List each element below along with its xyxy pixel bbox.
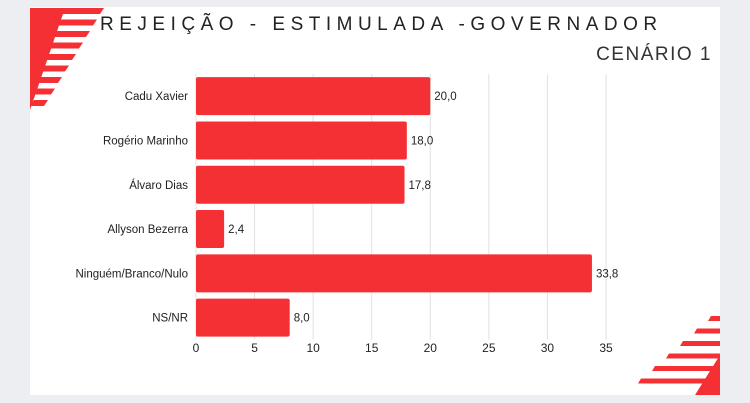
category-label: Álvaro Dias bbox=[129, 179, 188, 192]
x-tick-label: 25 bbox=[482, 341, 496, 355]
decor-stripe bbox=[666, 353, 720, 359]
data-label: 17,8 bbox=[409, 180, 431, 192]
bar bbox=[196, 165, 405, 204]
data-label: 2,4 bbox=[228, 224, 245, 236]
x-tick-label: 35 bbox=[599, 341, 613, 355]
x-tick-label: 20 bbox=[424, 341, 438, 355]
chart-title: REJEIÇÃO - ESTIMULADA -GOVERNADOR bbox=[100, 14, 663, 35]
category-label: Cadu Xavier bbox=[125, 91, 188, 103]
data-label: 33,8 bbox=[596, 268, 618, 280]
decor-stripe bbox=[652, 366, 720, 371]
bar bbox=[196, 210, 225, 249]
category-label: Allyson Bezerra bbox=[107, 224, 188, 236]
chart-subtitle: CENÁRIO 1 bbox=[596, 44, 712, 65]
bar bbox=[196, 298, 290, 337]
decor-stripe bbox=[708, 316, 720, 321]
category-label: Rogério Marinho bbox=[103, 135, 188, 147]
decor-stripe bbox=[694, 328, 720, 334]
x-tick-label: 5 bbox=[251, 341, 258, 355]
decor-stripe bbox=[680, 341, 720, 346]
x-tick-label: 0 bbox=[193, 341, 200, 355]
bar bbox=[196, 254, 592, 293]
x-tick-label: 15 bbox=[365, 341, 379, 355]
category-label: Ninguém/Branco/Nulo bbox=[75, 268, 188, 280]
decor-stripe bbox=[638, 378, 720, 384]
data-label: 18,0 bbox=[411, 135, 433, 147]
data-label: 20,0 bbox=[434, 91, 456, 103]
x-tick-label: 30 bbox=[541, 341, 555, 355]
decor-triangle bbox=[695, 355, 720, 395]
decor-stripe bbox=[30, 100, 48, 106]
decor-triangle bbox=[30, 8, 65, 110]
bar bbox=[196, 77, 431, 116]
data-label: 8,0 bbox=[294, 313, 310, 325]
category-label: NS/NR bbox=[152, 313, 188, 325]
bar bbox=[196, 121, 407, 160]
x-tick-label: 10 bbox=[306, 341, 320, 355]
